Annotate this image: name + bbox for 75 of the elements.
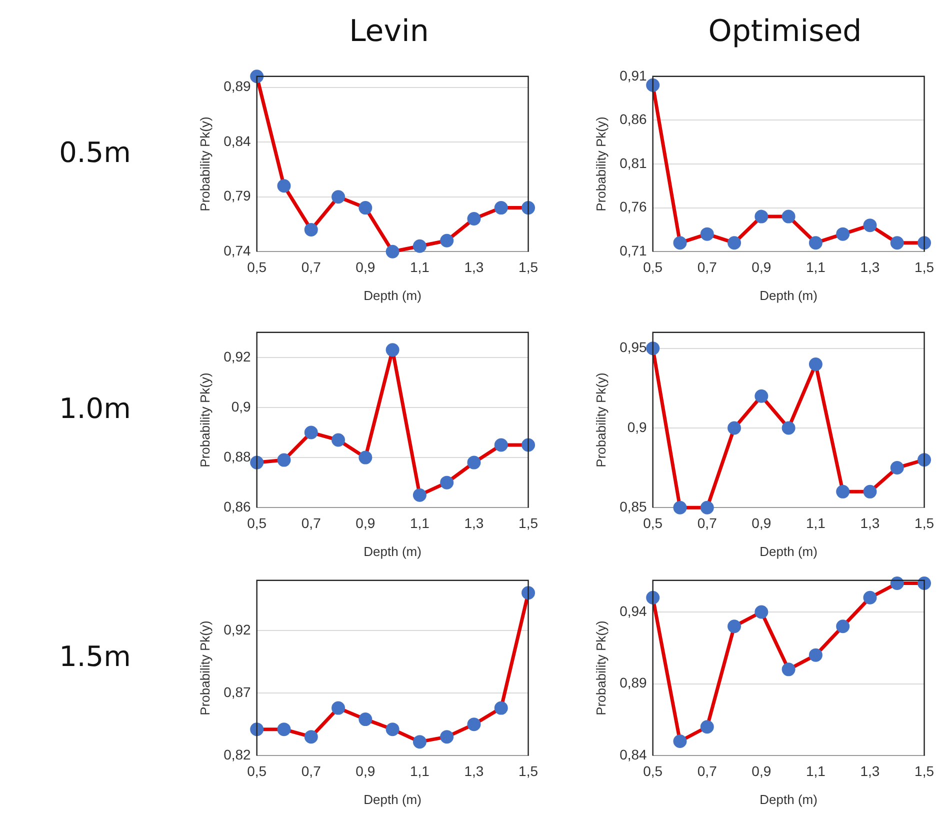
y-tick-label: 0,91 (620, 67, 648, 84)
x-tick-label: 0,9 (752, 762, 772, 779)
x-axis-title: Depth (m) (760, 544, 818, 559)
x-tick-label: 1,1 (806, 258, 826, 275)
y-tick-label: 0,79 (224, 188, 252, 204)
y-tick-label: 0,81 (620, 154, 648, 171)
chart-title: Optimised (707, 14, 863, 49)
y-tick-label: 0,89 (620, 674, 648, 691)
y-axis-title: Probability Pk(y) (197, 372, 212, 468)
x-axis-title: Depth (m) (364, 792, 422, 807)
x-tick-label: 1,3 (464, 514, 484, 531)
x-tick-label: 0,5 (643, 258, 663, 275)
x-tick-label: 0,7 (697, 258, 718, 275)
chart-title: Levin (348, 14, 430, 49)
y-axis-title: Probability Pk(y) (197, 116, 212, 212)
y-tick-label: 0,84 (224, 132, 252, 149)
x-axis-title: Depth (m) (364, 288, 422, 303)
y-tick-label: 0,89 (224, 78, 252, 94)
y-tick-label: 0,86 (224, 498, 252, 514)
y-tick-label: 0,84 (620, 746, 648, 762)
x-tick-label: 0,9 (356, 762, 376, 779)
y-tick-label: 0,94 (620, 602, 648, 619)
x-axis-title: Depth (m) (364, 544, 422, 559)
x-tick-label: 1,5 (914, 514, 934, 531)
x-tick-label: 0,5 (247, 514, 267, 531)
y-tick-label: 0,71 (620, 242, 648, 258)
x-tick-label: 1,1 (410, 762, 430, 779)
x-axis-title: Depth (m) (760, 288, 818, 303)
y-tick-label: 0,74 (224, 242, 252, 258)
y-tick-label: 0,92 (224, 348, 252, 364)
y-tick-label: 0,85 (620, 498, 648, 514)
y-tick-label: 0,82 (224, 746, 252, 762)
x-tick-label: 0,7 (301, 514, 322, 531)
y-axis-title: Probability Pk(y) (593, 620, 608, 716)
x-tick-label: 0,5 (643, 514, 663, 531)
text: 1.5m (58, 640, 132, 673)
y-tick-label: 0,88 (224, 448, 252, 464)
y-tick-label: 0,87 (224, 684, 252, 700)
x-tick-label: 1,1 (806, 514, 826, 531)
x-tick-label: 0,9 (356, 258, 376, 275)
x-tick-label: 1,3 (860, 258, 880, 275)
y-tick-label: 0,9 (627, 418, 648, 435)
x-tick-label: 0,7 (301, 258, 322, 275)
x-tick-label: 1,5 (914, 258, 934, 275)
x-tick-label: 0,5 (247, 762, 267, 779)
x-tick-label: 0,5 (643, 762, 663, 779)
y-axis-title: Probability Pk(y) (593, 116, 608, 212)
x-tick-label: 0,9 (356, 514, 376, 531)
x-tick-label: 0,7 (697, 514, 718, 531)
x-tick-label: 0,9 (752, 258, 772, 275)
y-tick-label: 0,9 (231, 398, 252, 414)
y-axis-title: Probability Pk(y) (593, 372, 608, 468)
x-tick-label: 1,5 (518, 258, 538, 275)
x-tick-label: 0,7 (697, 762, 718, 779)
text: 1.0m (58, 392, 132, 425)
y-tick-label: 0,92 (224, 621, 252, 638)
x-axis-title: Depth (m) (760, 792, 818, 807)
y-tick-label: 0,95 (620, 339, 648, 356)
text: 0.5m (58, 136, 132, 169)
x-tick-label: 0,5 (247, 258, 267, 275)
y-tick-label: 0,76 (620, 198, 648, 215)
x-tick-label: 1,1 (410, 514, 430, 531)
x-tick-label: 1,3 (860, 514, 880, 531)
x-tick-label: 0,9 (752, 514, 772, 531)
x-tick-label: 1,3 (464, 762, 484, 779)
x-tick-label: 1,3 (464, 258, 484, 275)
x-tick-label: 1,1 (410, 258, 430, 275)
y-tick-label: 0,86 (620, 111, 648, 128)
x-tick-label: 1,5 (914, 762, 934, 779)
y-axis-title: Probability Pk(y) (197, 620, 212, 716)
x-tick-label: 1,5 (518, 762, 538, 779)
x-tick-label: 1,5 (518, 514, 538, 531)
x-tick-label: 0,7 (301, 762, 322, 779)
x-tick-label: 1,3 (860, 762, 880, 779)
x-tick-label: 1,1 (806, 762, 826, 779)
